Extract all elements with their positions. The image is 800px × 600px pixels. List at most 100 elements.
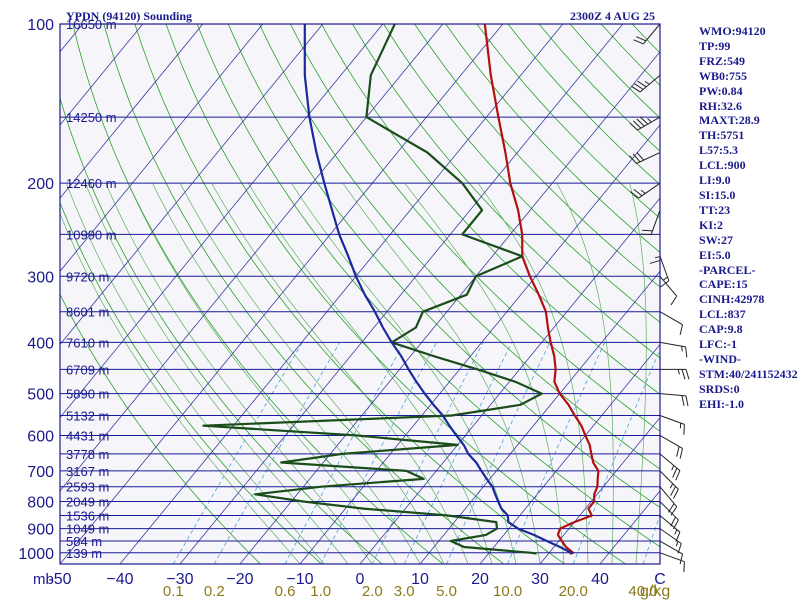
moist-adiabat-line: [291, 183, 517, 564]
mixing-ratio-line: [507, 342, 605, 564]
temperature-tick-labels: -50 −40 −30 −20 −10 0 10 20 30 40 C: [48, 571, 665, 588]
temperature-tick-label: 10: [411, 571, 429, 588]
pressure-tick-label: 900: [27, 522, 54, 539]
index-line: TT:23: [699, 202, 731, 217]
pressure-tick-label: 200: [27, 176, 54, 193]
index-line: CINH:42978: [699, 292, 765, 307]
dry-adiabat-line: [60, 293, 261, 564]
temperature-tick-label: 30: [531, 571, 549, 588]
pressure-tick-label: 500: [27, 387, 54, 404]
wind-barb: [659, 311, 684, 335]
wind-barb: [659, 540, 684, 565]
height-label: 1536 m: [66, 508, 109, 523]
moist-adiabat-line: [66, 183, 325, 564]
dry-adiabat-line: [258, 24, 660, 470]
mixing-ratio-line: [172, 342, 303, 564]
isotherm-line: [60, 24, 444, 492]
index-line: MAXT:28.9: [699, 113, 760, 128]
moist-adiabat-line: [211, 183, 469, 564]
temperature-tick-label: −30: [166, 571, 193, 588]
dry-adiabat-line: [60, 96, 383, 564]
chart-title: YPDN (94120) Sounding: [66, 9, 192, 23]
wind-barb: [659, 341, 688, 358]
height-label: 584 m: [66, 534, 102, 549]
temperature-tick-label: 20: [471, 571, 489, 588]
index-line: RH:32.6: [699, 98, 742, 113]
index-line: WB0:755: [699, 68, 747, 83]
mixing-ratio-line: [320, 342, 437, 564]
moist-adiabat-line: [60, 212, 301, 564]
dry-adiabat-line: [352, 24, 660, 359]
height-label: 2593 m: [66, 480, 109, 495]
wind-barb: [659, 393, 689, 407]
mixing-ratio-line: [284, 342, 405, 564]
index-line: LI:9.0: [699, 173, 731, 188]
mixing-ratio-tick-label: 0.6: [275, 583, 296, 600]
index-line: CAPE:15: [699, 277, 748, 292]
index-line: SRDS:0: [699, 381, 740, 396]
index-line: SI:15.0: [699, 187, 736, 202]
index-line: LFC:-1: [699, 337, 737, 352]
height-label: 10990 m: [66, 227, 117, 242]
index-line: LCL:837: [699, 307, 746, 322]
height-label: 8601 m: [66, 305, 109, 320]
height-label: 12460 m: [66, 176, 117, 191]
index-line: TH:5751: [699, 128, 745, 143]
dry-adiabat-line: [227, 24, 660, 508]
mixing-ratio-line: [446, 342, 551, 564]
wind-barb: [660, 368, 690, 380]
mixing-ratio-tick-label: 0.2: [204, 583, 225, 600]
index-line: FRZ:549: [699, 53, 745, 68]
pressure-tick-label: 400: [27, 335, 54, 352]
height-label: 139 m: [66, 546, 102, 561]
isotherm-line: [60, 24, 264, 272]
wind-barb: [659, 470, 679, 499]
dry-adiabat-line: [383, 24, 660, 323]
dry-adiabat-line: [103, 24, 505, 564]
isotherms: [60, 24, 660, 564]
index-line: LCL:900: [699, 158, 746, 173]
mixing-ratio-tick-label: 5.0: [436, 583, 457, 600]
mixing-ratio-tick-label: 10.0: [493, 583, 522, 600]
temperature-tick-label: −40: [106, 571, 133, 588]
temperature-tick-label: 40: [591, 571, 609, 588]
wind-barb: [631, 74, 661, 93]
temperature-tick-label: 0: [356, 571, 365, 588]
index-line: EHI:-1.0: [699, 396, 744, 411]
pressure-tick-label: 100: [27, 17, 54, 34]
wind-barb: [640, 210, 661, 236]
temperature-profile-line: [483, 24, 600, 555]
wind-barb: [629, 116, 661, 131]
index-line: CAP:9.8: [699, 322, 743, 337]
pressure-tick-label: 700: [27, 464, 54, 481]
wind-barb: [630, 182, 661, 199]
index-line: TP:99: [699, 38, 731, 53]
x-label-left: mb: [33, 571, 54, 588]
isotherm-line: [539, 417, 660, 564]
index-line: STM:40/241152432: [699, 366, 798, 381]
isotherm-line: [359, 197, 660, 564]
dry-adiabats: [60, 24, 660, 564]
chart-time: 2300Z 4 AUG 25: [570, 9, 655, 23]
height-label: 5890 m: [66, 387, 109, 402]
moist-adiabat-line: [404, 182, 565, 564]
height-label: 14250 m: [66, 110, 117, 125]
isotherm-line: [299, 124, 660, 564]
pressure-tick-labels: 100 200 300 400 500 600 700 800 900 1000: [18, 17, 54, 563]
height-label: 2049 m: [66, 495, 109, 510]
moist-adiabat-line: [152, 183, 421, 564]
height-label: 3778 m: [66, 447, 109, 462]
isotherm-line: [60, 24, 144, 126]
wind-barb: [633, 23, 661, 45]
isotherm-line: [239, 51, 660, 564]
isotherm-line: [479, 343, 660, 564]
moist-adiabat-line: [179, 183, 445, 564]
isotherm-line: [60, 24, 204, 199]
pressure-tick-label: 800: [27, 495, 54, 512]
wind-barb: [659, 453, 681, 481]
x-unit-right: g/kg: [640, 583, 670, 600]
wind-barbs: [629, 23, 690, 573]
height-label: 5132 m: [66, 409, 109, 424]
mixing-ratio-tick-labels: 0.1 0.2 0.6 1.0 2.0 3.0 5.0 10.0 20.0 40.0: [163, 583, 658, 600]
